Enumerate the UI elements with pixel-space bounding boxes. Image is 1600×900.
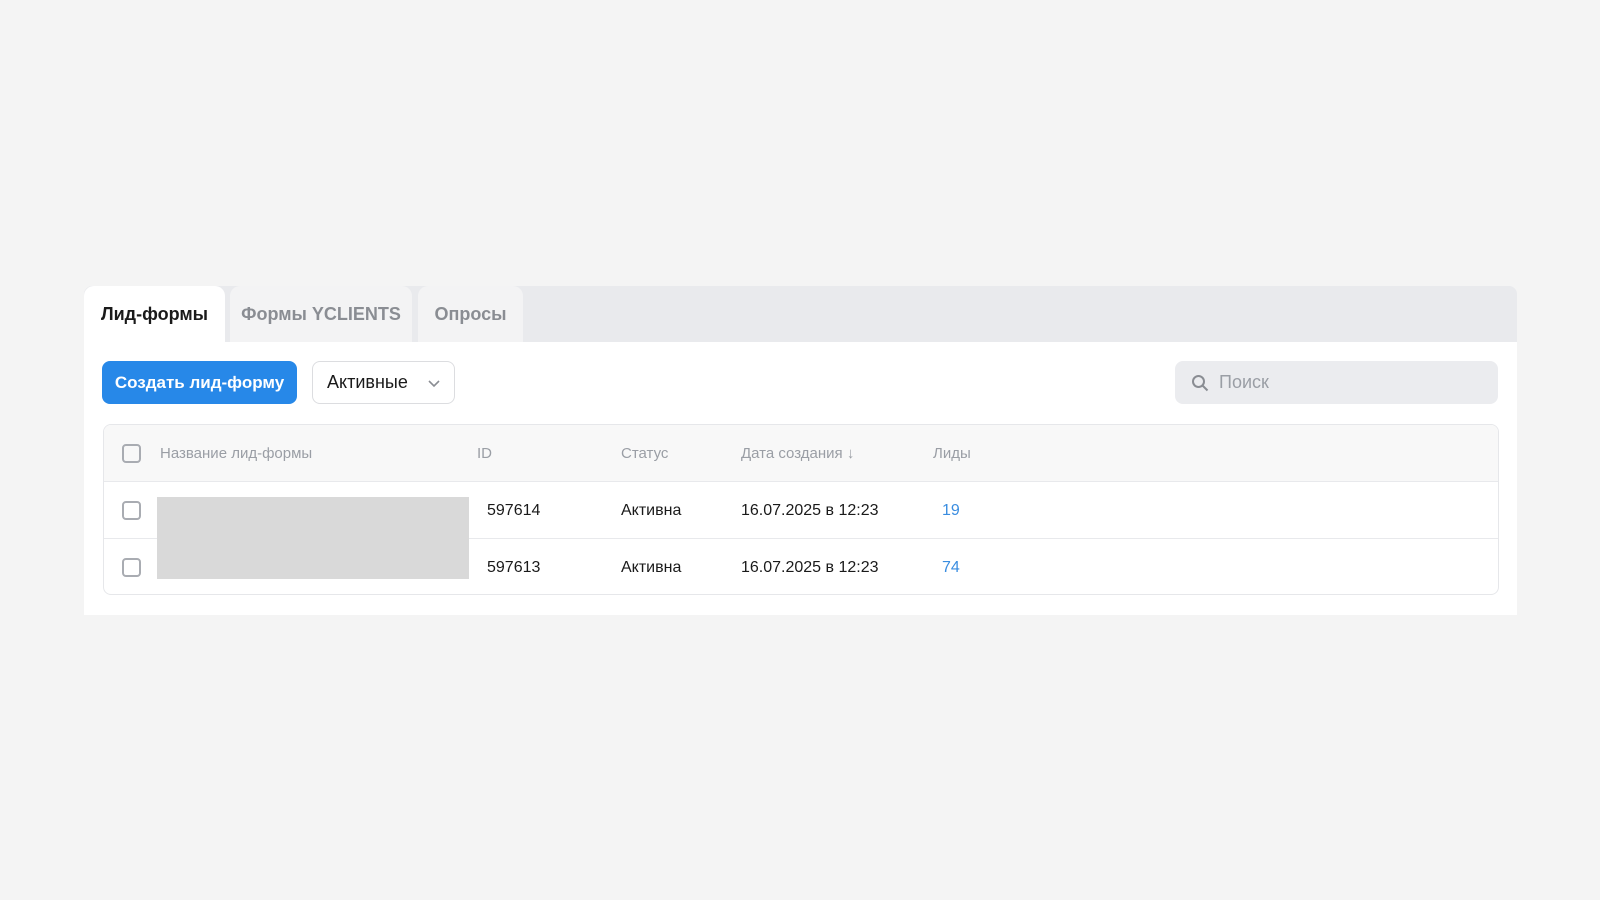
search-input[interactable]	[1219, 372, 1479, 393]
row-date: 16.07.2025 в 12:23	[741, 558, 879, 576]
row-status: Активна	[621, 558, 682, 576]
table-row[interactable]: 597614 Активна 16.07.2025 в 12:23 19	[104, 482, 1498, 539]
search-icon	[1192, 374, 1209, 391]
row-date: 16.07.2025 в 12:23	[741, 501, 879, 519]
status-filter-select[interactable]: Активные	[312, 361, 455, 404]
create-lead-form-button[interactable]: Создать лид-форму	[102, 361, 297, 404]
column-id: ID	[477, 445, 492, 462]
column-name: Название лид-формы	[160, 445, 313, 462]
tab-surveys[interactable]: Опросы	[418, 286, 523, 342]
lead-forms-table: Название лид-формы ID Статус Дата создан…	[103, 424, 1499, 595]
tab-yclients-forms[interactable]: Формы YCLIENTS	[230, 286, 412, 342]
redacted-names-placeholder	[157, 497, 469, 579]
row-id: 597613	[487, 558, 541, 576]
tab-bar: Лид-формы Формы YCLIENTS Опросы	[84, 286, 1517, 342]
lead-forms-panel: Лид-формы Формы YCLIENTS Опросы Создать …	[84, 286, 1517, 615]
row-leads-link[interactable]: 74	[942, 558, 960, 576]
tab-lead-forms[interactable]: Лид-формы	[84, 286, 225, 342]
row-checkbox[interactable]	[122, 558, 141, 577]
column-status: Статус	[621, 445, 669, 462]
column-date-sort[interactable]: Дата создания ↓	[741, 445, 855, 462]
column-leads: Лиды	[933, 445, 971, 462]
search-box[interactable]	[1175, 361, 1498, 404]
status-filter-value: Активные	[327, 372, 408, 392]
panel-body: Создать лид-форму Активные Название лид-…	[84, 342, 1517, 615]
chevron-down-icon	[428, 380, 440, 388]
row-checkbox[interactable]	[122, 501, 141, 520]
table-row[interactable]: 597613 Активна 16.07.2025 в 12:23 74	[104, 539, 1498, 594]
row-status: Активна	[621, 501, 682, 519]
row-leads-link[interactable]: 19	[942, 501, 960, 519]
select-all-checkbox[interactable]	[122, 444, 141, 463]
row-id: 597614	[487, 501, 541, 519]
table-header: Название лид-формы ID Статус Дата создан…	[104, 425, 1498, 482]
